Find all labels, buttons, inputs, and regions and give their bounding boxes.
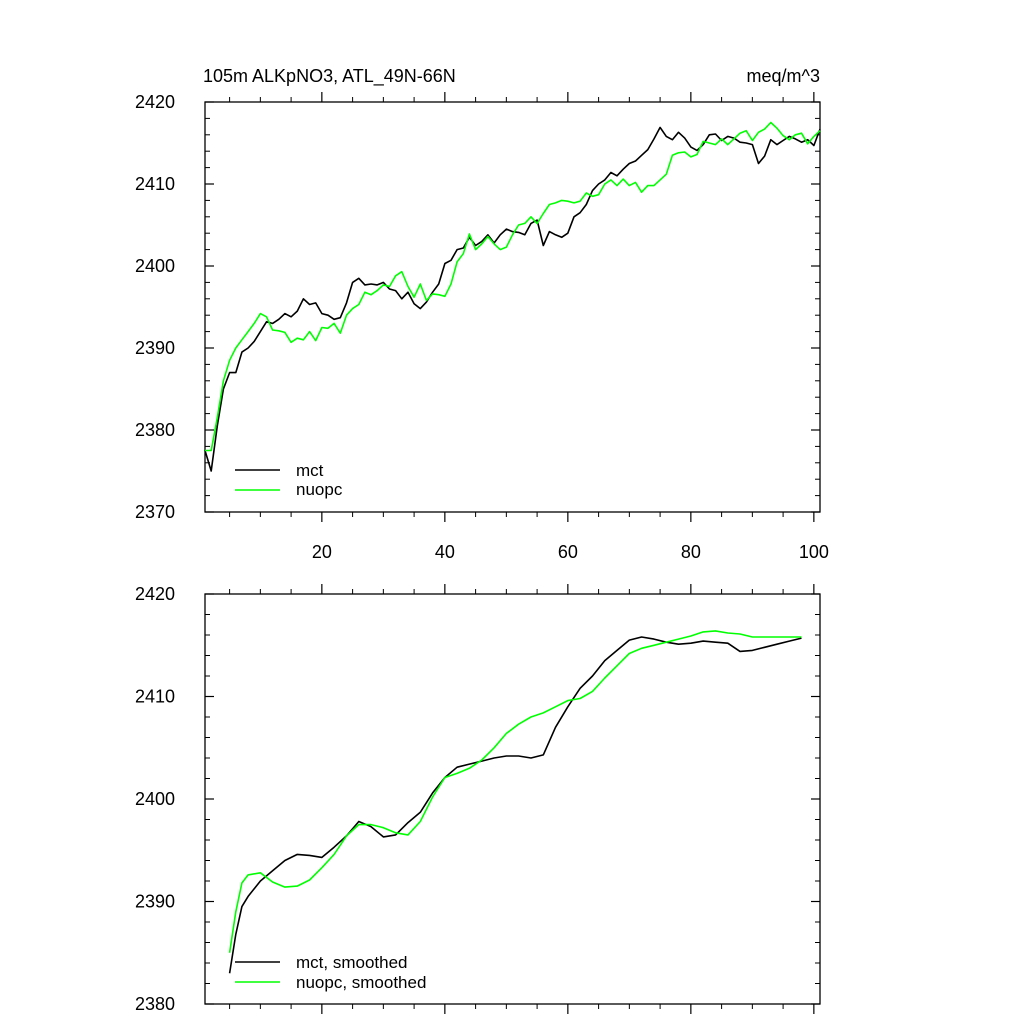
top-series-nuopc <box>205 121 821 452</box>
bottom-y-tick-labels: 2380 2390 2400 2410 2420 <box>135 584 175 1014</box>
top-series-mct <box>204 126 821 472</box>
bottom-ytick-label: 2390 <box>135 892 175 912</box>
bottom-series-group <box>228 630 802 974</box>
top-xtick-label: 60 <box>558 542 578 562</box>
top-legend-label-mct: mct <box>296 461 324 480</box>
bottom-legend-label-mct: mct, smoothed <box>296 953 408 972</box>
top-xtick-label: 80 <box>681 542 701 562</box>
top-ytick-label: 2390 <box>135 338 175 358</box>
top-ytick-label: 2400 <box>135 256 175 276</box>
bottom-legend-label-nuopc: nuopc, smoothed <box>296 973 426 992</box>
top-series-group <box>204 121 821 472</box>
top-ytick-label: 2420 <box>135 92 175 112</box>
bottom-legend: mct, smoothed nuopc, smoothed <box>235 953 426 992</box>
top-axis-ticks <box>205 92 820 522</box>
top-chart-panel: 2370 2380 2390 2400 2410 2420 20 40 60 80 100 mct… <box>135 92 829 562</box>
top-x-tick-labels: 20 40 60 80 100 <box>312 542 829 562</box>
top-ytick-label: 2380 <box>135 420 175 440</box>
bottom-ytick-label: 2410 <box>135 687 175 707</box>
top-xtick-label: 100 <box>799 542 829 562</box>
top-legend: mct nuopc <box>235 461 343 499</box>
bottom-chart-panel: 2380 2390 2400 2410 2420 mct, smoothed nuopc… <box>135 584 821 1014</box>
bottom-ytick-label: 2420 <box>135 584 175 604</box>
top-ytick-label: 2370 <box>135 502 175 522</box>
top-ytick-label: 2410 <box>135 174 175 194</box>
top-xtick-label: 20 <box>312 542 332 562</box>
top-chart-title: 105m ALKpNO3, ATL_49N-66N <box>203 66 456 87</box>
top-xtick-label: 40 <box>435 542 455 562</box>
top-y-tick-labels: 2370 2380 2390 2400 2410 2420 <box>135 92 175 522</box>
bottom-plot-frame <box>204 593 821 1005</box>
bottom-ytick-label: 2380 <box>135 994 175 1014</box>
bottom-series-mct-smoothed <box>228 636 802 974</box>
top-legend-label-nuopc: nuopc <box>296 480 343 499</box>
top-chart-units: meq/m^3 <box>747 66 820 86</box>
top-plot-frame <box>204 101 821 513</box>
bottom-axis-ticks <box>205 584 820 1014</box>
bottom-series-nuopc-smoothed <box>228 630 802 953</box>
bottom-ytick-label: 2400 <box>135 789 175 809</box>
